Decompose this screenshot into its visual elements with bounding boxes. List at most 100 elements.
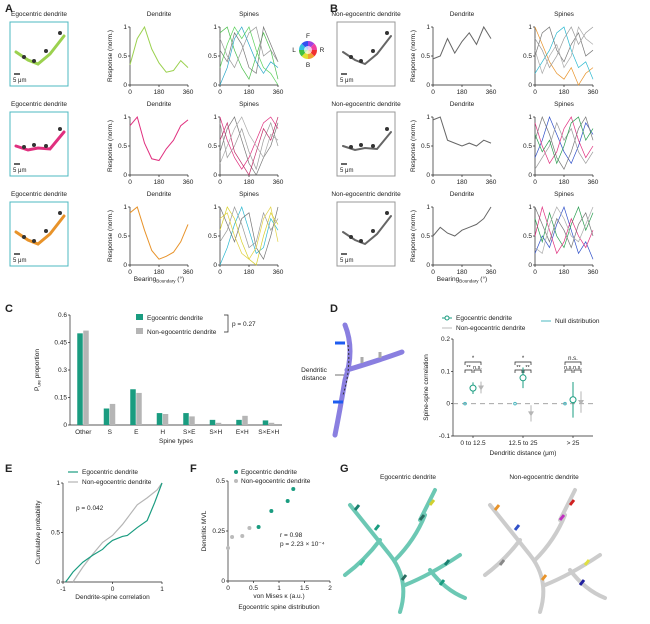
tree-spine [540,574,548,581]
spine-tuning-line [534,115,594,170]
axis-lines [432,207,491,266]
tree-branch [348,503,406,614]
spine-tuning-line [534,26,594,75]
significance-label: * [472,356,475,362]
dendrite-branch [344,349,405,373]
y-tick-label: 1 [213,114,217,121]
neuron-image-box [9,111,69,177]
scatter-point [226,546,230,550]
x-tick-label: 360 [588,269,599,276]
bar-egocentric [262,420,269,425]
x-tick-label: 180 [244,89,255,96]
neuron-title: Non-egocentric dendrite [331,191,401,198]
dendrite-tuning-line [129,115,189,162]
scatter-point [285,499,290,503]
legend-label: Egocentric dendrite [241,469,297,476]
panel-letter-e: E [5,463,12,475]
dendrite-tuning-line [432,25,492,60]
spine-tuning-line [534,116,594,165]
bar-non-egocentric [215,422,222,425]
significance-label: n.s. [568,356,578,362]
spine-tuning-line [534,205,594,249]
legend-marker [444,315,450,321]
x-tick-label: 1.5 [300,585,309,592]
neuron-image-box [336,111,396,177]
x-tick-label: 360 [183,179,194,186]
spine-tuning-line [219,206,279,261]
spine-tuning-line [219,26,279,81]
spine-mark [349,55,353,59]
tree-title-egocentric: Egocentric dendrite [380,474,436,481]
bar-non-egocentric [268,422,275,425]
dendrite-column-title: Dendrite [147,101,172,108]
spine-mark [359,239,363,243]
significance-label: * [522,356,525,362]
legend-label: Egocentric dendrite [147,315,203,322]
diagram-label: distance [302,375,327,382]
y-axis-label-part: proportion [34,349,41,380]
bar-non-egocentric [136,392,142,425]
tree-spine [373,524,381,531]
y-tick-label: 0.5 [118,143,127,150]
x-tick-label: 1 [277,585,281,592]
x-tick-label: 0 [128,179,132,186]
spine-tuning-line [534,26,594,69]
y-axis-label: Response (norm.) [410,30,417,82]
spine-mark [385,127,389,131]
spine-tuning-line [219,206,279,260]
spine-tuning-line [219,25,279,75]
tree-branch [483,538,522,577]
sig-bracket-top [464,361,482,365]
spine-mark [44,49,48,53]
x-tick-label: 180 [244,269,255,276]
spine-mark [371,49,375,53]
x-tick-label: 360 [183,269,194,276]
scale-bar-label: 5 μm [13,78,26,84]
tree-spine [428,499,436,506]
significance-label: ** [516,365,521,371]
significance-label: ** [466,365,471,371]
category-label: E [134,429,139,436]
y-tick-label: 1 [123,204,127,211]
dendrite-tree [483,488,607,614]
spine-mark [32,239,36,243]
x-axis-label-2: Egocentric spine distribution [238,604,320,611]
y-tick-label: 1 [426,114,430,121]
x-axis-label: Dendrite-spine correlation [75,594,150,601]
dendrite-column-title: Dendrite [450,191,475,198]
dendrite-tuning-line [432,116,492,147]
null-point [463,401,467,406]
spine-tuning-line [219,206,279,266]
legend-label: Non-egocentric dendrite [241,478,311,485]
neuron-title: Egocentric dendrite [11,11,67,18]
axis-lines [227,481,330,582]
category-label: E×H [236,429,249,436]
y-tick-label: 0.25 [212,528,225,535]
sig-bracket [464,369,473,373]
legend-label: Egocentric dendrite [456,315,512,322]
y-tick-label: 1 [528,204,532,211]
y-tick-label: 0.45 [54,340,67,347]
sig-bracket [564,369,573,373]
x-tick-label: 0 [533,89,537,96]
dendrite-branch [332,322,353,438]
x-tick-label: 360 [273,269,284,276]
dendrite-column-title: Dendrite [450,11,475,18]
y-tick-label: 0.5 [421,53,430,60]
scatter-point [240,534,245,538]
x-tick-label: 180 [154,269,165,276]
y-tick-label: 0 [426,172,430,179]
spine-mark [32,59,36,63]
legend-label: Non-egocentric dendrite [456,325,526,332]
spines-column-title: Spines [554,101,575,108]
y-tick-label: 0.5 [208,143,217,150]
spine-mark [58,127,62,131]
spine-mark [371,229,375,233]
dendrite-tuning-line [129,206,189,260]
y-axis-label: Response (norm.) [410,210,417,262]
panel-letter-a: A [5,3,13,15]
spine-mark [385,211,389,215]
x-tick-label: 360 [486,89,497,96]
tree-spine [438,579,446,586]
y-tick-label: 0 [221,578,225,585]
